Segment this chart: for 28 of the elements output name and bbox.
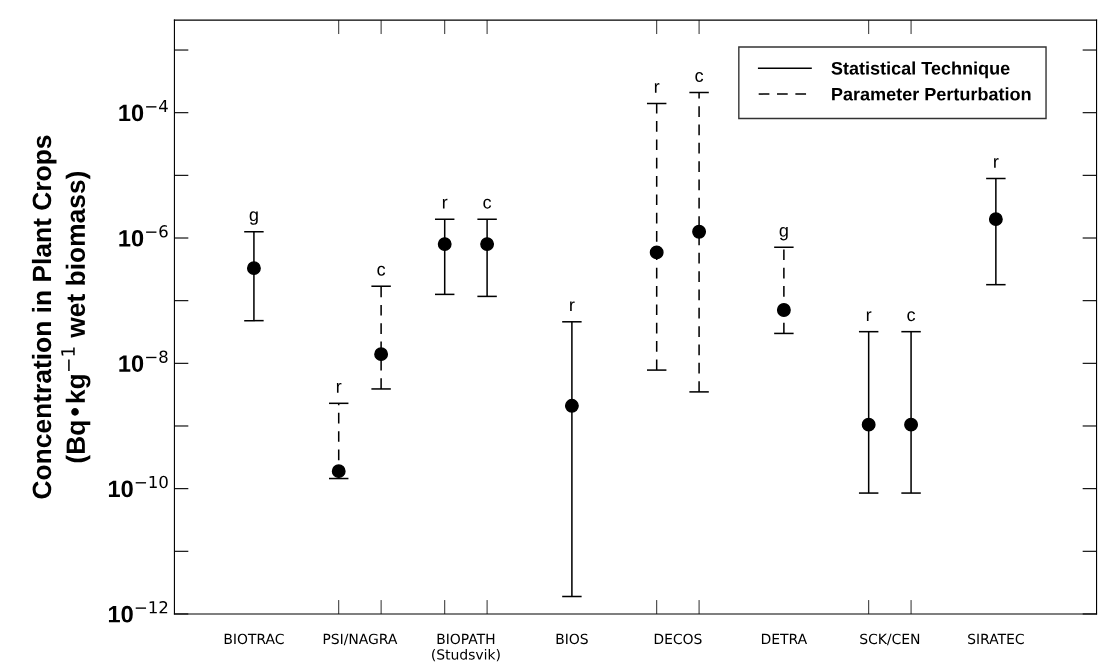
legend-label: Parameter Perturbation xyxy=(832,87,1031,101)
x-tick-label: BIOPATH (Studsvik) xyxy=(432,633,500,662)
x-tick-label: DETRA xyxy=(761,633,808,644)
annotation: c xyxy=(377,265,386,276)
x-tick-label: SIRATEC xyxy=(968,633,1024,645)
x-tick-label: BIOTRAC xyxy=(224,633,284,645)
legend-label: Statistical Technique xyxy=(831,61,1010,79)
x-tick-label: BIOS xyxy=(556,633,588,645)
annotation: r xyxy=(866,311,872,321)
annotation: g xyxy=(249,211,258,225)
annotation: c xyxy=(483,198,492,209)
y-axis-title: Concentration in Plant Crops (Bq•kg$^{−1}$ wet biomass) xyxy=(31,135,91,499)
y-tick-label: 10$^{−8}$ xyxy=(119,350,168,372)
annotation: r xyxy=(654,83,660,93)
y-tick-label: 10$^{−10}$ xyxy=(108,475,168,498)
annotation: r xyxy=(336,382,342,393)
x-tick-label: SCK/CEN xyxy=(860,633,920,646)
y-tick-label: 10$^{−4}$ xyxy=(119,99,168,122)
annotation: g xyxy=(779,226,788,241)
annotation: r xyxy=(570,301,575,312)
y-tick-label: 10$^{−12}$ xyxy=(108,601,168,623)
annotation: r xyxy=(442,198,448,209)
annotation: r xyxy=(994,158,999,168)
x-tick-label: DECOS xyxy=(654,633,702,645)
annotation: c xyxy=(907,311,916,322)
annotation: c xyxy=(695,72,704,82)
y-tick-label: 10$^{−6}$ xyxy=(119,225,168,247)
x-tick-label: PSI/NAGRA xyxy=(323,633,398,646)
